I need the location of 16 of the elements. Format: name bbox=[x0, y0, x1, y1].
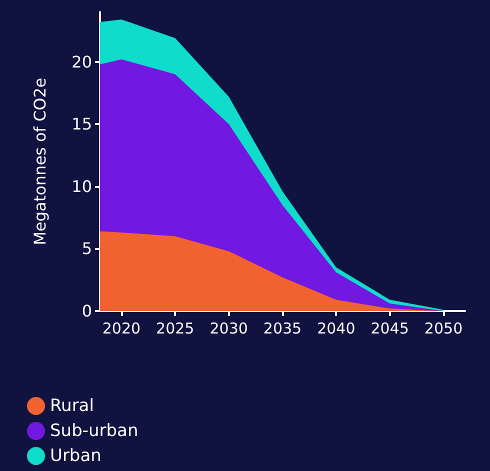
x-tick-label: 2030 bbox=[210, 320, 248, 338]
x-tick-label: 2035 bbox=[263, 320, 302, 338]
x-tick-label: 2025 bbox=[156, 320, 194, 338]
y-tick-label: 15 bbox=[72, 114, 92, 134]
y-tick-label: 5 bbox=[82, 239, 92, 258]
x-tick-label: 2050 bbox=[424, 320, 463, 338]
x-tick-label: 2045 bbox=[370, 320, 409, 338]
x-tick-label: 2020 bbox=[102, 320, 141, 338]
y-tick-label: 0 bbox=[82, 302, 92, 320]
legend-label: Sub-urban bbox=[50, 421, 138, 441]
y-tick-label: 20 bbox=[72, 52, 92, 72]
legend-label: Rural bbox=[50, 396, 94, 416]
y-axis-title: Megatonnes of CO2e bbox=[30, 78, 50, 246]
y-tick-label: 10 bbox=[72, 176, 92, 196]
x-tick-label: 2040 bbox=[317, 320, 356, 338]
legend-label: Urban bbox=[50, 446, 102, 466]
